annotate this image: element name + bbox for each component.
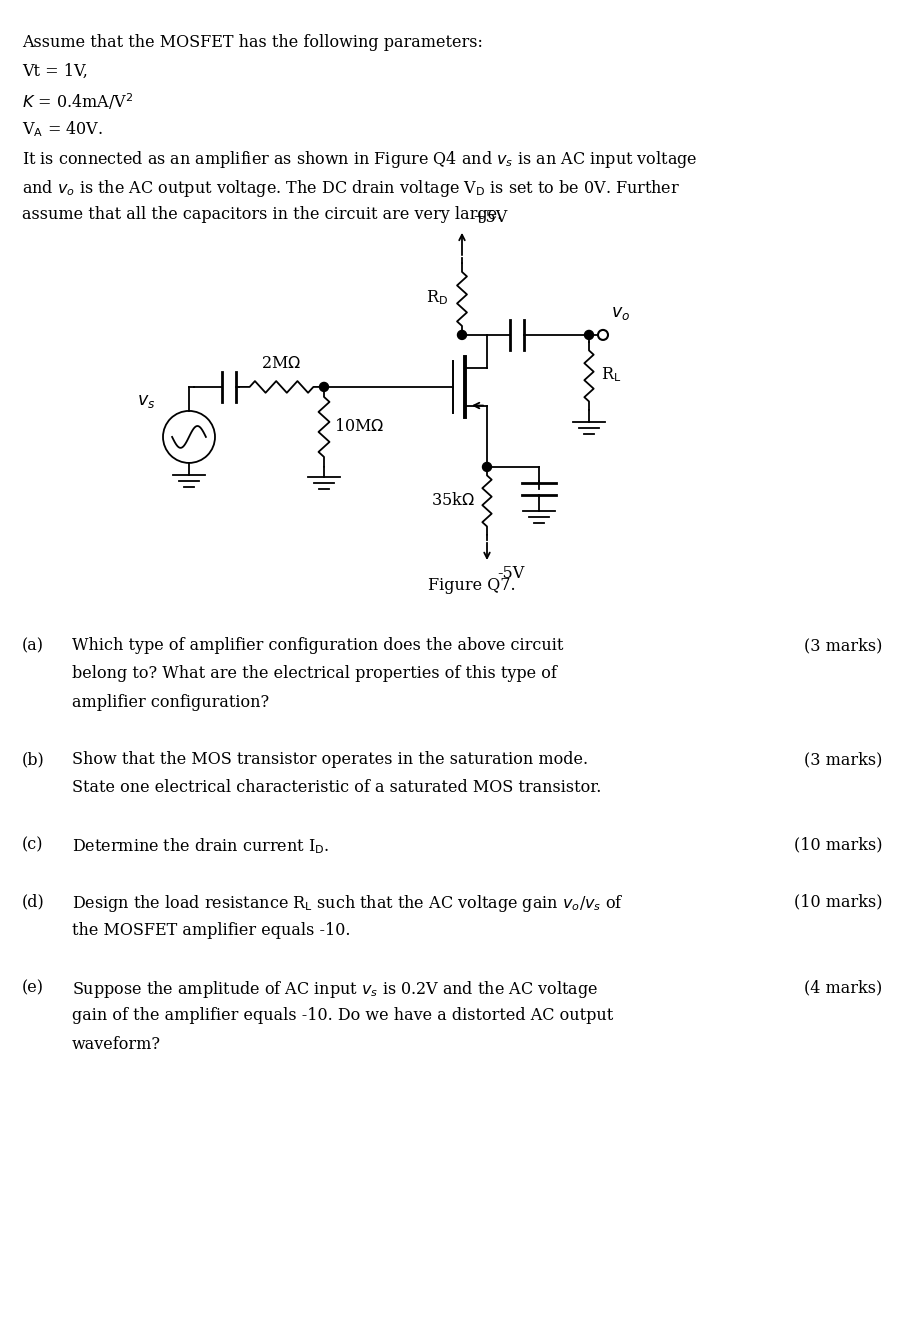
Text: State one electrical characteristic of a saturated MOS transistor.: State one electrical characteristic of a… <box>72 780 601 796</box>
Circle shape <box>584 330 593 340</box>
Text: assume that all the capacitors in the circuit are very large.: assume that all the capacitors in the ci… <box>22 207 502 223</box>
Text: (3 marks): (3 marks) <box>803 752 881 768</box>
Circle shape <box>482 463 491 471</box>
Text: and $v_o$ is the AC output voltage. The DC drain voltage V$_\mathrm{D}$ is set t: and $v_o$ is the AC output voltage. The … <box>22 178 679 199</box>
Text: (c): (c) <box>22 836 43 854</box>
Text: $v_s$: $v_s$ <box>136 393 155 411</box>
Text: waveform?: waveform? <box>72 1036 161 1053</box>
Text: It is connected as an amplifier as shown in Figure Q4 and $v_s$ is an AC input v: It is connected as an amplifier as shown… <box>22 149 697 170</box>
Text: 10M$\Omega$: 10M$\Omega$ <box>334 419 384 435</box>
Text: 2M$\Omega$: 2M$\Omega$ <box>261 354 301 372</box>
Text: Which type of amplifier configuration does the above circuit: Which type of amplifier configuration do… <box>72 637 563 654</box>
Text: Show that the MOS transistor operates in the saturation mode.: Show that the MOS transistor operates in… <box>72 752 587 768</box>
Text: Figure Q7.: Figure Q7. <box>428 577 515 595</box>
Text: Determine the drain current I$_\mathrm{D}$.: Determine the drain current I$_\mathrm{D… <box>72 836 329 856</box>
Text: V$_\mathrm{A}$ = 40V.: V$_\mathrm{A}$ = 40V. <box>22 119 103 140</box>
Text: (e): (e) <box>22 978 44 996</box>
Text: Vt = 1V,: Vt = 1V, <box>22 63 87 79</box>
Text: gain of the amplifier equals -10. Do we have a distorted AC output: gain of the amplifier equals -10. Do we … <box>72 1008 612 1024</box>
Text: R$_\mathrm{D}$: R$_\mathrm{D}$ <box>426 289 447 307</box>
Text: (4 marks): (4 marks) <box>803 978 881 996</box>
Text: $K$ = 0.4mA/V$^2$: $K$ = 0.4mA/V$^2$ <box>22 91 133 111</box>
Text: $v_o$: $v_o$ <box>611 305 630 322</box>
Text: the MOSFET amplifier equals -10.: the MOSFET amplifier equals -10. <box>72 922 350 939</box>
Text: (10 marks): (10 marks) <box>793 894 881 910</box>
Text: Assume that the MOSFET has the following parameters:: Assume that the MOSFET has the following… <box>22 34 483 51</box>
Text: 35k$\Omega$: 35k$\Omega$ <box>431 493 474 510</box>
Circle shape <box>319 382 328 392</box>
Text: Suppose the amplitude of AC input $v_s$ is 0.2V and the AC voltage: Suppose the amplitude of AC input $v_s$ … <box>72 978 597 1000</box>
Text: belong to? What are the electrical properties of this type of: belong to? What are the electrical prope… <box>72 666 557 683</box>
Text: (a): (a) <box>22 637 44 654</box>
Text: (3 marks): (3 marks) <box>803 637 881 654</box>
Text: (d): (d) <box>22 894 45 910</box>
Text: (10 marks): (10 marks) <box>793 836 881 854</box>
Text: R$_\mathrm{L}$: R$_\mathrm{L}$ <box>601 365 621 384</box>
Text: +5V: +5V <box>472 209 507 225</box>
Text: amplifier configuration?: amplifier configuration? <box>72 694 269 711</box>
Text: (b): (b) <box>22 752 45 768</box>
Text: -5V: -5V <box>496 565 524 582</box>
Circle shape <box>457 330 466 340</box>
Text: Design the load resistance R$_\mathrm{L}$ such that the AC voltage gain $v_o$/$v: Design the load resistance R$_\mathrm{L}… <box>72 894 623 914</box>
